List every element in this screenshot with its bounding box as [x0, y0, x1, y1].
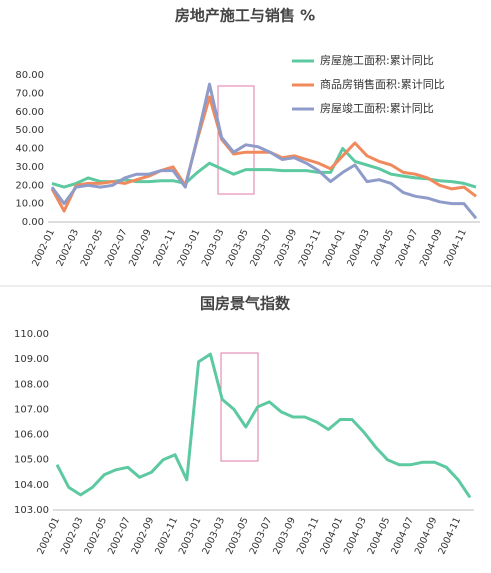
x-tick-label: 2003-01	[176, 228, 203, 269]
y-tick-label: 20.00	[15, 180, 44, 191]
y-tick-label: 50.00	[15, 125, 44, 136]
x-tick-label: 2002-05	[79, 228, 106, 269]
legend-label: 商品房销售面积:累计同比	[320, 77, 445, 91]
x-tick-label: 2004-05	[369, 228, 396, 269]
chart-title: 国房景气指数	[200, 295, 291, 313]
y-tick-label: 80.00	[15, 70, 44, 81]
x-tick-label: 2003-09	[271, 516, 298, 557]
x-tick-label: 2002-07	[106, 516, 133, 557]
x-tick-label: 2002-11	[153, 516, 180, 557]
x-tick-label: 2003-11	[297, 228, 324, 269]
x-tick-label: 2002-09	[127, 228, 154, 269]
y-tick-label: 110.00	[14, 329, 49, 340]
y-tick-label: 109.00	[14, 354, 49, 365]
x-tick-label: 2004-05	[366, 516, 393, 557]
x-tick-label: 2004-09	[413, 516, 440, 557]
x-tick-label: 2002-05	[82, 516, 109, 557]
y-tick-label: 30.00	[15, 162, 44, 173]
y-tick-label: 10.00	[15, 199, 44, 210]
x-tick-label: 2004-01	[318, 516, 345, 557]
x-tick-label: 2003-03	[200, 516, 227, 557]
x-tick-label: 2002-11	[151, 228, 178, 269]
legend-label: 房屋竣工面积:累计同比	[320, 101, 434, 115]
x-tick-label: 2004-11	[436, 516, 463, 557]
line-series	[50, 95, 477, 213]
x-tick-label: 2003-07	[248, 228, 275, 269]
x-tick-label: 2003-03	[200, 228, 227, 269]
x-tick-label: 2004-07	[394, 228, 421, 269]
y-tick-label: 106.00	[14, 430, 49, 441]
x-tick-label: 2002-09	[130, 516, 157, 557]
x-tick-label: 2004-03	[342, 516, 369, 557]
x-tick-label: 2004-01	[321, 228, 348, 269]
highlight-box	[220, 352, 259, 462]
y-tick-label: 108.00	[14, 379, 49, 390]
highlight-box	[217, 85, 255, 195]
y-tick-label: 70.00	[15, 88, 44, 99]
y-tick-label: 107.00	[14, 404, 49, 415]
x-tick-label: 2004-11	[442, 228, 469, 269]
x-tick-label: 2002-07	[103, 228, 130, 269]
x-tick-label: 2003-07	[248, 516, 275, 557]
x-tick-label: 2003-09	[273, 228, 300, 269]
line-series	[50, 82, 478, 220]
x-tick-label: 2003-11	[295, 516, 322, 557]
x-tick-label: 2003-05	[224, 228, 251, 269]
x-tick-label: 2004-07	[389, 516, 416, 557]
x-tick-label: 2002-03	[59, 516, 86, 557]
x-tick-label: 2003-05	[224, 516, 251, 557]
y-tick-label: 0.00	[22, 217, 44, 228]
chart-title: 房地产施工与销售 %	[175, 7, 315, 25]
y-tick-label: 40.00	[15, 144, 44, 155]
x-tick-label: 2003-01	[177, 516, 204, 557]
x-tick-label: 2004-09	[418, 228, 445, 269]
y-tick-label: 104.00	[14, 480, 49, 491]
line-series	[55, 352, 472, 499]
x-tick-label: 2002-01	[30, 228, 57, 269]
legend-label: 房屋施工面积:累计同比	[320, 54, 434, 67]
x-tick-label: 2002-01	[35, 516, 62, 557]
x-tick-label: 2002-03	[54, 228, 81, 269]
y-tick-label: 103.00	[14, 505, 49, 516]
y-tick-label: 60.00	[15, 107, 44, 118]
y-tick-label: 105.00	[14, 455, 49, 466]
x-tick-label: 2004-03	[345, 228, 372, 269]
